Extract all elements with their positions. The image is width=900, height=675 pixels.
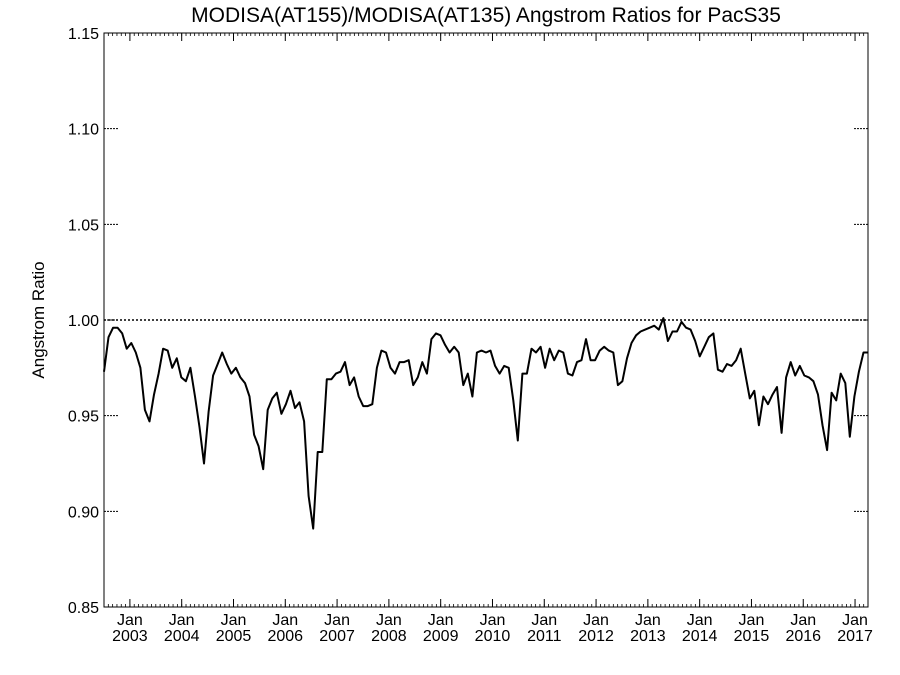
x-tick-month-label: Jan [790,612,816,629]
y-axis-label: Angstrom Ratio [29,261,48,378]
x-tick-year-label: 2016 [785,628,821,645]
y-tick-label: 1.05 [68,217,99,234]
x-tick-year-label: 2004 [164,628,200,645]
x-tick-month-label: Jan [376,612,402,629]
x-tick-year-label: 2008 [371,628,407,645]
x-tick-year-label: 2010 [475,628,511,645]
x-tick-year-label: 2005 [216,628,252,645]
x-tick-month-label: Jan [531,612,557,629]
x-tick-year-label: 2012 [578,628,614,645]
x-tick-month-label: Jan [635,612,661,629]
x-tick-year-label: 2013 [630,628,666,645]
y-tick-label: 1.00 [68,313,99,330]
x-tick-month-label: Jan [221,612,247,629]
x-tick-month-label: Jan [480,612,506,629]
x-tick-month-label: Jan [324,612,350,629]
x-tick-month-label: Jan [169,612,195,629]
x-tick-month-label: Jan [687,612,713,629]
y-tick-label: 0.90 [68,504,99,521]
x-tick-year-label: 2014 [682,628,718,645]
x-tick-month-label: Jan [117,612,143,629]
y-tick-label: 0.85 [68,600,99,617]
x-tick-year-label: 2003 [112,628,148,645]
x-axis-ticks: Jan2003Jan2004Jan2005Jan2006Jan2007Jan20… [103,33,873,645]
y-tick-label: 1.10 [68,122,99,139]
x-tick-year-label: 2006 [267,628,303,645]
x-tick-year-label: 2015 [734,628,770,645]
y-tick-label: 0.95 [68,409,99,426]
x-tick-year-label: 2009 [423,628,459,645]
y-tick-label: 1.15 [68,26,99,43]
chart-title: MODISA(AT155)/MODISA(AT135) Angstrom Rat… [191,4,781,27]
x-tick-month-label: Jan [428,612,454,629]
x-tick-month-label: Jan [842,612,868,629]
y-axis-ticks: 0.85 0.90 0.95 1.00 1.05 1.10 1.15 [68,26,868,617]
x-tick-year-label: 2007 [319,628,355,645]
x-tick-month-label: Jan [272,612,298,629]
series-line-angstrom-ratio [103,317,868,530]
x-tick-month-label: Jan [583,612,609,629]
x-tick-month-label: Jan [739,612,765,629]
x-tick-year-label: 2011 [527,628,562,645]
x-tick-year-label: 2017 [837,628,873,645]
